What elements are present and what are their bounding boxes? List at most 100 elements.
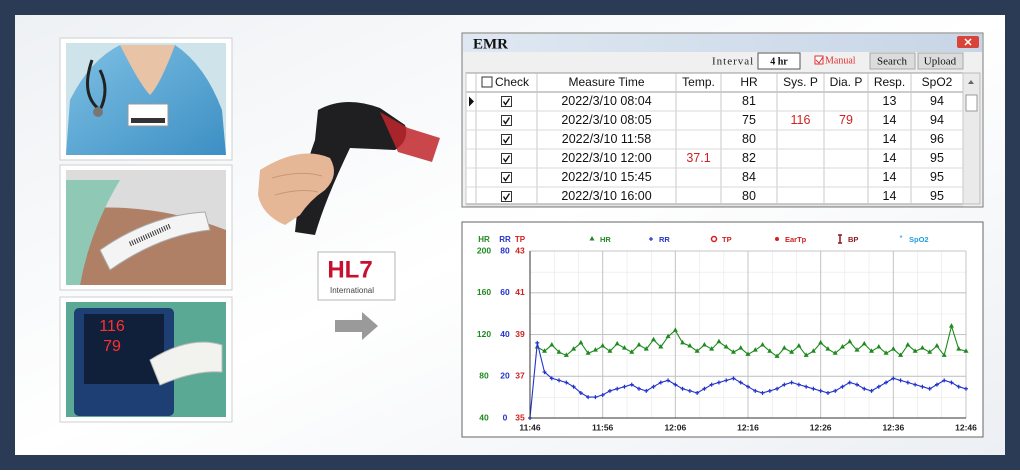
marker [855, 382, 859, 387]
marker [592, 347, 598, 352]
emr-window [461, 32, 984, 208]
marker [876, 384, 881, 389]
marker [833, 388, 838, 393]
marker [804, 384, 809, 389]
y-tick-label: 80 [479, 371, 489, 381]
marker [810, 348, 816, 353]
marker [767, 388, 772, 393]
cell: 81 [742, 94, 756, 108]
checkbox [501, 134, 512, 145]
marker [898, 352, 904, 357]
upload-button[interactable]: Upload [924, 56, 957, 68]
axes [529, 251, 966, 419]
marker: * [899, 234, 902, 243]
marker [695, 390, 700, 395]
marker [651, 336, 657, 342]
marker [876, 344, 882, 349]
marker [549, 376, 554, 381]
marker [774, 353, 780, 358]
checkbox [501, 172, 512, 183]
cell: 2022/3/10 12:00 [561, 151, 651, 165]
y-tick-label: 80 [500, 245, 510, 255]
marker [563, 352, 569, 357]
y-tick-label: 37 [515, 371, 525, 381]
row-pointer [469, 96, 474, 107]
legend-label: BP [848, 235, 858, 244]
marker [549, 341, 555, 347]
marker [905, 380, 910, 385]
manual-checkbox[interactable]: Manual [825, 55, 856, 66]
marker [621, 345, 627, 350]
marker [542, 348, 548, 353]
interval-value[interactable]: 4 hr [770, 56, 788, 67]
marker [941, 352, 947, 357]
marker [884, 380, 889, 385]
cell: 96 [930, 132, 944, 146]
marker [723, 344, 729, 349]
marker [862, 386, 867, 391]
marker [840, 384, 845, 389]
marker [745, 351, 751, 356]
y-tick-label: 41 [515, 287, 525, 297]
marker [803, 352, 809, 357]
checkbox [501, 115, 512, 126]
y-tick-label: 43 [515, 245, 525, 255]
marker [556, 349, 562, 354]
axis-title: HR [478, 235, 490, 244]
marker [746, 384, 750, 389]
marker [963, 348, 969, 353]
marker [614, 340, 620, 346]
checkmark [502, 193, 511, 201]
marker [775, 237, 779, 241]
marker [847, 338, 853, 344]
marker [818, 388, 823, 393]
marker [760, 341, 766, 347]
cell: 14 [883, 113, 897, 127]
marker [890, 346, 896, 351]
checkbox [501, 191, 512, 202]
x-tick-label: 12:46 [955, 422, 977, 432]
legend-label: EarTp [785, 235, 807, 244]
cell: 80 [742, 189, 756, 203]
legend-label: HR [600, 235, 611, 244]
legend-label: SpO2 [909, 235, 929, 244]
marker [912, 348, 918, 353]
column-header: HR [740, 75, 758, 89]
logo-box [317, 251, 396, 301]
marker [658, 380, 663, 385]
photo-wristband [59, 164, 233, 291]
marker [760, 390, 765, 395]
marker [934, 382, 939, 387]
marker [571, 384, 576, 389]
logo-title: HL7 [327, 256, 372, 283]
marker [724, 378, 729, 383]
search-button[interactable]: Search [877, 56, 907, 68]
marker [636, 341, 642, 347]
y-tick-label: 120 [477, 329, 491, 339]
marker [716, 380, 721, 385]
marker [920, 384, 925, 389]
marker [934, 342, 940, 348]
marker [702, 386, 707, 391]
marker [649, 237, 653, 241]
cell: 37.1 [686, 151, 710, 165]
cell: 14 [883, 189, 897, 203]
marker [578, 390, 583, 395]
marker [838, 234, 842, 244]
arrow [335, 312, 378, 340]
monitor-reading: 79 [103, 338, 121, 355]
marker [898, 378, 903, 383]
marker [789, 380, 794, 385]
cell: 2022/3/10 16:00 [561, 189, 651, 203]
marker [861, 340, 867, 346]
marker [710, 235, 718, 243]
legend-label: RR [659, 235, 670, 244]
x-tick-label: 11:56 [592, 422, 614, 432]
marker [847, 380, 852, 385]
marker [615, 386, 620, 391]
marker [752, 347, 758, 352]
y-tick-label: 60 [500, 287, 510, 297]
y-tick-label: 0 [503, 412, 508, 422]
